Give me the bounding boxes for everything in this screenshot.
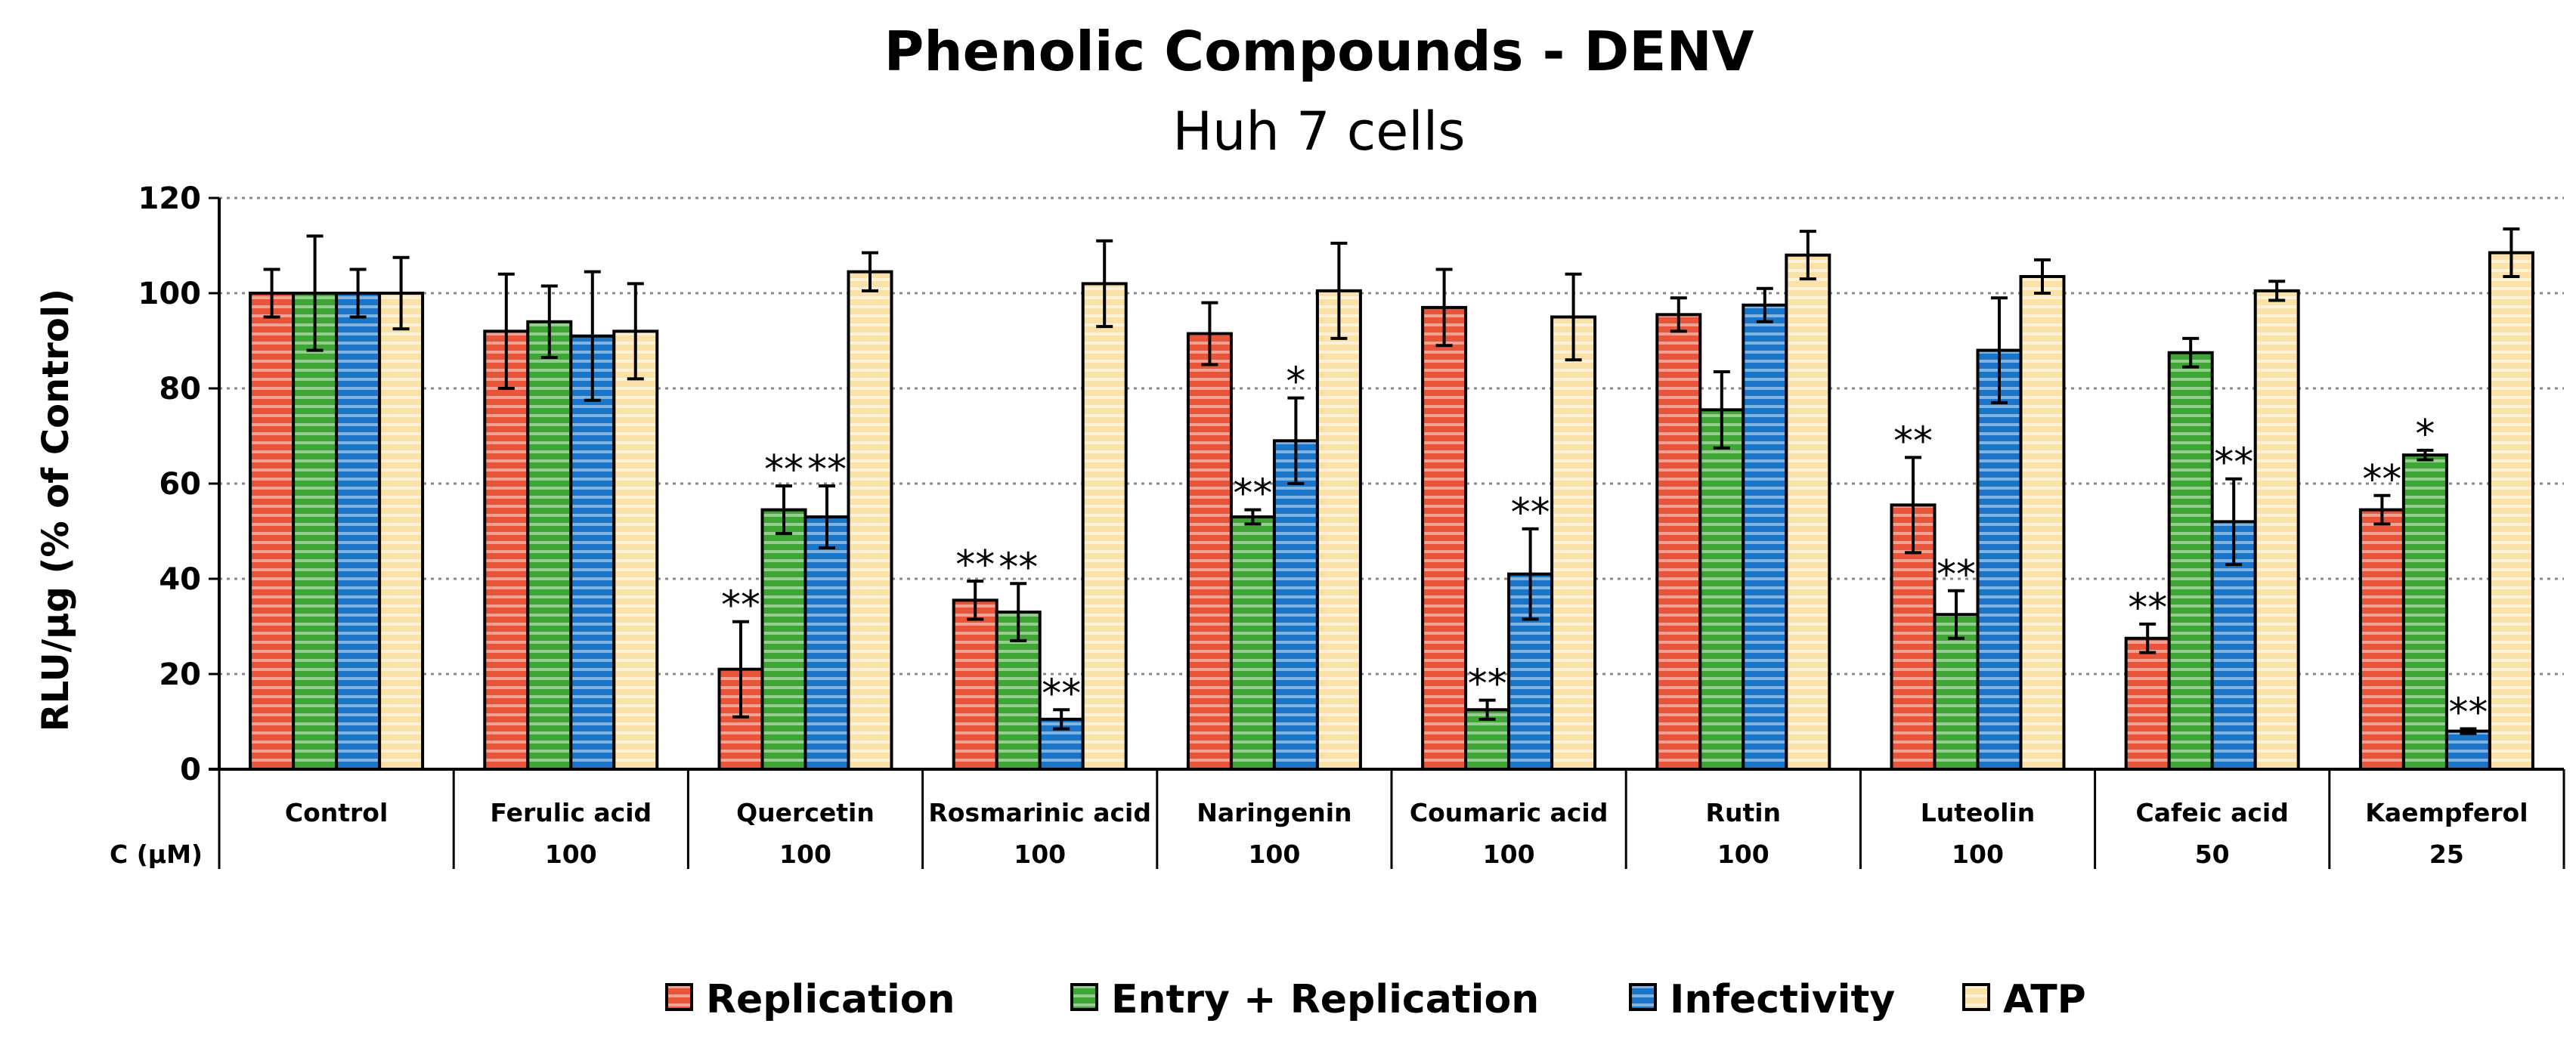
bar-infectivity-4 bbox=[1272, 439, 1319, 771]
concentration-row-label: C (µM) bbox=[110, 839, 203, 869]
legend-label: Infectivity bbox=[1670, 977, 1895, 1022]
concentration-value: 100 bbox=[1717, 839, 1769, 869]
bar-entry-replication-7 bbox=[1933, 613, 1980, 771]
concentration-value: 100 bbox=[545, 839, 597, 869]
bar-atp-3 bbox=[1081, 282, 1128, 771]
bar-entry-replication-1 bbox=[526, 320, 573, 771]
bar-replication-6 bbox=[1655, 313, 1702, 771]
bar-infectivity-2 bbox=[803, 515, 850, 771]
x-category-label: Quercetin bbox=[736, 798, 875, 827]
significance-label: ** bbox=[1233, 472, 1272, 517]
bar-replication-0 bbox=[249, 292, 296, 771]
bar-entry-replication-0 bbox=[292, 292, 339, 771]
concentration-value: 100 bbox=[1014, 839, 1066, 869]
chart-subtitle: Huh 7 cells bbox=[1172, 100, 1465, 162]
bar-replication-4 bbox=[1186, 332, 1233, 771]
concentration-value: 25 bbox=[2429, 839, 2464, 869]
axes bbox=[209, 198, 2564, 771]
x-category-label: Ferulic acid bbox=[490, 798, 652, 827]
y-tick-label: 0 bbox=[180, 753, 201, 787]
legend-label: Replication bbox=[706, 977, 955, 1022]
x-axis-categories: Control Ferulic acid 100 Quercetin 100 Rosmar… bbox=[218, 769, 2565, 869]
bar-infectivity-7 bbox=[1976, 348, 2023, 771]
significance-label: ** bbox=[955, 543, 995, 588]
y-axis-label: RLU/µg (% of Control) bbox=[35, 289, 77, 731]
bar-infectivity-0 bbox=[335, 292, 382, 771]
bar-atp-6 bbox=[1785, 253, 1831, 771]
significance-label: ** bbox=[1468, 662, 1507, 707]
x-category-label: Luteolin bbox=[1921, 798, 2035, 827]
bar-atp-5 bbox=[1550, 315, 1597, 771]
significance-label: ** bbox=[2362, 457, 2401, 502]
significance-label: ** bbox=[1937, 552, 1976, 598]
significance-label: * bbox=[1286, 360, 1305, 405]
bar-replication-9 bbox=[2358, 508, 2405, 771]
gridlines bbox=[219, 196, 2564, 676]
legend-swatch bbox=[1962, 983, 1990, 1011]
x-category-label: Coumaric acid bbox=[1410, 798, 1608, 827]
bar-replication-1 bbox=[483, 329, 530, 771]
x-category-label: Cafeic acid bbox=[2136, 798, 2289, 827]
significance-label: ** bbox=[2214, 441, 2253, 486]
significance-label: ** bbox=[1511, 490, 1550, 536]
bar-atp-2 bbox=[847, 270, 893, 771]
significance-label: ** bbox=[999, 545, 1038, 590]
bar-replication-8 bbox=[2124, 636, 2171, 771]
y-tick-label: 40 bbox=[159, 562, 201, 597]
bar-replication-3 bbox=[952, 598, 999, 771]
x-category-label: Kaempferol bbox=[2365, 798, 2528, 827]
bar-entry-replication-9 bbox=[2401, 453, 2448, 771]
bar-atp-4 bbox=[1315, 289, 1362, 771]
significance-label: ** bbox=[1042, 671, 1081, 716]
y-tick-label: 80 bbox=[159, 372, 201, 407]
concentration-value: 100 bbox=[1248, 839, 1300, 869]
significance-label: ** bbox=[2128, 586, 2167, 631]
legend-swatch bbox=[1629, 983, 1657, 1011]
bar-atp-9 bbox=[2488, 251, 2534, 771]
chart-title: Phenolic Compounds - DENV bbox=[884, 20, 1754, 83]
y-tick-label: 20 bbox=[159, 657, 201, 692]
bar-infectivity-9 bbox=[2444, 729, 2491, 771]
concentration-value: 100 bbox=[1952, 839, 2004, 869]
significance-label: * bbox=[2415, 412, 2435, 457]
y-axis-ticks: 0 20 40 60 80 100 120 bbox=[138, 181, 219, 787]
x-category-label: Rutin bbox=[1706, 798, 1781, 827]
bar-infectivity-6 bbox=[1742, 303, 1788, 771]
y-tick-label: 60 bbox=[159, 467, 201, 502]
bar-entry-replication-4 bbox=[1229, 515, 1276, 771]
bar-atp-1 bbox=[612, 329, 659, 771]
legend: Replication Entry + Replication Infectivit… bbox=[665, 977, 2086, 1022]
significance-label: ** bbox=[2448, 690, 2488, 735]
bar-entry-replication-8 bbox=[2167, 351, 2214, 771]
legend-swatch bbox=[665, 983, 693, 1011]
y-tick-label: 100 bbox=[138, 277, 202, 311]
concentration-value: 100 bbox=[1483, 839, 1535, 869]
significance-label: ** bbox=[1893, 419, 1933, 464]
x-category-label: Rosmarinic acid bbox=[928, 798, 1151, 827]
bar-atp-7 bbox=[2019, 274, 2066, 771]
concentration-value: 50 bbox=[2195, 839, 2230, 869]
y-tick-label: 120 bbox=[138, 181, 202, 216]
significance-label: ** bbox=[807, 447, 847, 493]
bars: **** **** ******************* ***** bbox=[249, 227, 2534, 771]
legend-label: Entry + Replication bbox=[1111, 977, 1539, 1022]
bar-entry-replication-6 bbox=[1698, 408, 1745, 771]
bar-replication-5 bbox=[1421, 305, 1468, 771]
bar-entry-replication-2 bbox=[760, 508, 807, 771]
legend-label: ATP bbox=[2003, 977, 2086, 1022]
concentration-value: 100 bbox=[779, 839, 831, 869]
bar-entry-replication-3 bbox=[995, 611, 1042, 771]
significance-label: ** bbox=[764, 447, 803, 493]
x-category-label: Naringenin bbox=[1197, 798, 1351, 827]
legend-swatch bbox=[1070, 983, 1098, 1011]
x-category-label: Control bbox=[285, 798, 388, 827]
bar-atp-0 bbox=[378, 292, 425, 771]
bar-atp-8 bbox=[2253, 289, 2300, 771]
significance-label: ** bbox=[721, 583, 760, 629]
